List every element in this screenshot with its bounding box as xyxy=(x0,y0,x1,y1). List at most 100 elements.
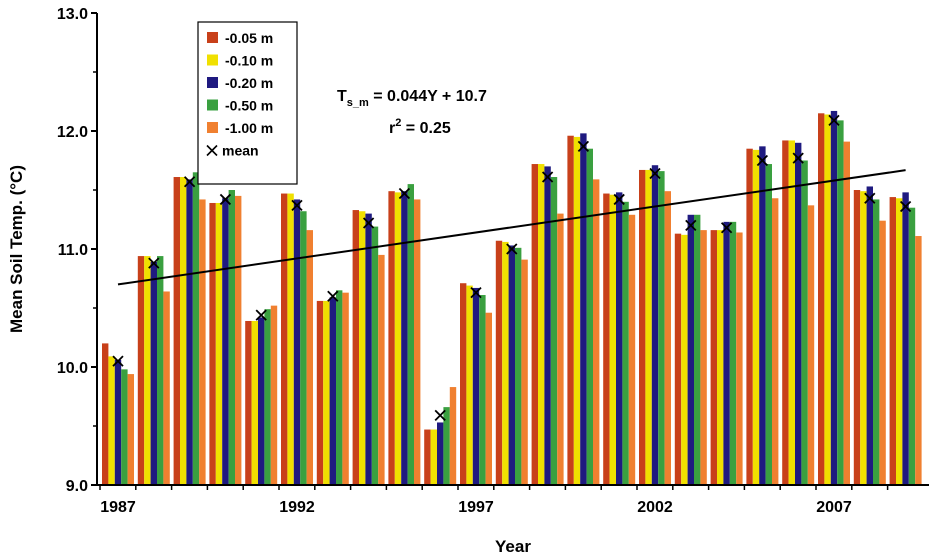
bar-1997-100m xyxy=(485,312,492,485)
bar-1989-010m xyxy=(180,177,187,485)
bar-1999-100m xyxy=(557,213,564,485)
bar-1989-020m xyxy=(186,179,193,485)
legend-swatch xyxy=(207,77,218,88)
legend-label: -0.10 m xyxy=(225,53,273,69)
mean-marker-2002 xyxy=(649,167,661,180)
bar-1996-005m xyxy=(424,429,431,485)
r-squared-prefix: r xyxy=(389,120,395,137)
bar-2004-020m xyxy=(723,221,730,486)
bar-1991-010m xyxy=(251,320,258,485)
mean-marker-1991 xyxy=(255,309,267,321)
bar-1987-005m xyxy=(102,343,109,485)
bar-2005-020m xyxy=(759,146,766,485)
y-ticks-layer: 9.0 10.0 11.0 12.0 13.0 xyxy=(57,6,97,495)
bar-2008-010m xyxy=(860,191,867,485)
r-squared-label: r2 = 0.25 xyxy=(389,117,451,137)
bar-1988-020m xyxy=(150,261,157,485)
bar-2000-020m xyxy=(580,133,587,486)
bar-2009-020m xyxy=(902,192,909,486)
bar-2003-020m xyxy=(687,214,694,485)
bar-1995-010m xyxy=(394,192,402,486)
legend-item: -0.05 m xyxy=(207,30,273,46)
regression-equation: Ts_m = 0.044Y + 10.7 xyxy=(337,88,487,109)
bar-1994-005m xyxy=(352,210,359,485)
bar-1991-005m xyxy=(245,320,252,485)
bar-2009-005m xyxy=(889,197,896,485)
bar-1990-020m xyxy=(222,198,229,485)
bar-1997-010m xyxy=(466,285,473,485)
bar-2008-005m xyxy=(853,190,861,485)
equation-lhs: T xyxy=(337,88,347,105)
bar-1996-010m xyxy=(430,429,437,485)
bar-2007-010m xyxy=(824,114,831,485)
legend-swatch xyxy=(207,54,218,66)
bar-1996-020m xyxy=(437,422,444,485)
bar-2008-100m xyxy=(879,220,886,485)
mean-marker-2008 xyxy=(864,192,876,204)
bar-1989-005m xyxy=(173,177,180,485)
bar-2004-100m xyxy=(736,232,743,485)
bar-1988-050m xyxy=(157,256,164,485)
legend-label: -0.50 m xyxy=(225,98,273,114)
bar-1995-050m xyxy=(407,184,414,485)
bar-1994-100m xyxy=(378,254,385,485)
bar-2001-010m xyxy=(609,194,616,485)
bar-2002-050m xyxy=(658,171,665,485)
bar-1996-100m xyxy=(449,387,457,485)
bar-2006-010m xyxy=(788,140,795,485)
bar-1990-005m xyxy=(209,202,216,486)
legend-item-mean: mean xyxy=(206,143,259,159)
mean-marker-2001 xyxy=(613,193,625,206)
bar-1992-005m xyxy=(281,193,288,486)
r-squared-superscript: 2 xyxy=(395,117,401,129)
y-axis-title: Mean Soil Temp. (°C) xyxy=(7,165,26,333)
bar-1987-100m xyxy=(127,374,134,485)
bar-2005-100m xyxy=(772,198,779,485)
legend-label: -0.05 m xyxy=(225,30,273,46)
bar-1998-050m xyxy=(515,247,522,485)
mean-marker-1996 xyxy=(434,409,446,422)
bar-1993-005m xyxy=(316,300,324,485)
bar-2007-100m xyxy=(843,141,850,485)
bar-2005-010m xyxy=(752,149,760,485)
bar-2002-010m xyxy=(645,169,652,485)
bar-2005-005m xyxy=(746,148,753,485)
bar-2002-100m xyxy=(664,191,671,485)
bar-1997-020m xyxy=(472,287,480,485)
x-tick-label: 1997 xyxy=(458,499,494,516)
bar-1993-010m xyxy=(323,300,330,485)
legend-label: -1.00 m xyxy=(225,120,273,136)
bar-2007-020m xyxy=(830,110,838,485)
bar-2000-100m xyxy=(593,179,600,485)
bar-2006-050m xyxy=(801,160,808,485)
bar-2004-005m xyxy=(710,230,717,485)
mean-marker-1988 xyxy=(148,257,160,269)
bar-2001-005m xyxy=(603,193,610,486)
bar-2001-050m xyxy=(622,201,629,486)
mean-markers-layer xyxy=(112,114,912,422)
bar-2008-020m xyxy=(866,186,873,485)
mean-marker-1993 xyxy=(327,290,339,302)
bar-2008-050m xyxy=(873,199,880,485)
bar-1988-100m xyxy=(163,291,170,485)
mean-marker-1990 xyxy=(219,193,232,206)
bar-2005-050m xyxy=(765,164,772,486)
bar-2006-020m xyxy=(795,142,802,486)
mean-marker-2006 xyxy=(792,152,804,164)
bar-2000-005m xyxy=(567,135,574,485)
bar-1993-050m xyxy=(336,290,343,485)
bar-1998-005m xyxy=(495,240,503,485)
bar-1995-005m xyxy=(388,191,395,485)
legend-swatch xyxy=(207,32,218,43)
bar-1991-050m xyxy=(264,309,271,485)
bar-1996-050m xyxy=(443,407,450,485)
bar-2003-100m xyxy=(700,230,707,485)
bar-1993-100m xyxy=(342,292,349,485)
y-tick-label: 10.0 xyxy=(57,360,88,377)
bar-1990-050m xyxy=(228,190,235,485)
bar-1992-020m xyxy=(293,199,301,485)
bar-1987-050m xyxy=(121,369,128,485)
bar-1998-020m xyxy=(508,245,515,485)
mean-marker-2007 xyxy=(828,114,840,127)
